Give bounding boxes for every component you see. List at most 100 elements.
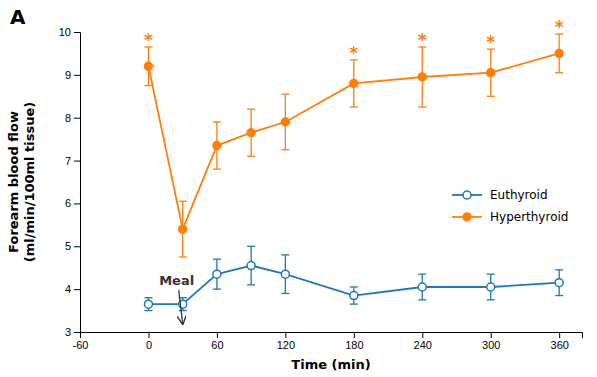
x-tick-mark bbox=[148, 332, 149, 338]
point bbox=[281, 118, 289, 126]
x-tick-mark bbox=[217, 332, 218, 338]
y-tick-label: 3 bbox=[65, 326, 71, 338]
x-axis: -60060120180240300360 bbox=[73, 332, 583, 351]
error-bar-cap bbox=[418, 273, 426, 274]
y-tick-label: 10 bbox=[59, 26, 71, 38]
legend-swatch-marker bbox=[463, 213, 471, 221]
error-bar-cap bbox=[144, 297, 152, 298]
x-tick: 180 bbox=[345, 332, 363, 351]
y-tick-label: 8 bbox=[65, 112, 71, 124]
error-bar bbox=[179, 201, 187, 257]
error-bar-cap bbox=[487, 273, 495, 274]
y-axis-title-line: Forearm blood flow bbox=[6, 111, 21, 253]
x-tick: 240 bbox=[414, 332, 432, 351]
y-axis: 345678910 bbox=[59, 26, 81, 338]
x-tick-label: 60 bbox=[211, 339, 223, 351]
error-bar-cap bbox=[247, 156, 255, 157]
error-bar bbox=[418, 274, 426, 300]
x-tick: 60 bbox=[211, 332, 223, 351]
y-tick-mark bbox=[74, 75, 80, 76]
error-bar-cap bbox=[418, 299, 426, 300]
error-bar-cap bbox=[179, 256, 187, 257]
point bbox=[555, 49, 563, 57]
x-tick: 0 bbox=[146, 332, 152, 351]
error-bar-cap bbox=[247, 246, 255, 247]
error-bar-cap bbox=[281, 254, 289, 255]
point bbox=[247, 262, 255, 270]
y-tick-mark bbox=[74, 161, 80, 162]
legend-swatch-marker bbox=[463, 191, 471, 199]
y-tick: 4 bbox=[65, 283, 80, 295]
legend-item: Euthyroid bbox=[452, 188, 548, 202]
y-tick-mark bbox=[74, 289, 80, 290]
error-bar bbox=[487, 274, 495, 300]
y-tick-mark bbox=[74, 32, 80, 33]
error-bar-cap bbox=[350, 106, 358, 107]
point bbox=[213, 142, 221, 150]
annotations: Meal***** bbox=[144, 17, 564, 324]
chart: -60060120180240300360345678910Meal*****E… bbox=[0, 0, 597, 377]
y-tick: 3 bbox=[65, 326, 80, 338]
point bbox=[555, 279, 563, 287]
error-bar-cap bbox=[213, 258, 221, 259]
error-bar-cap bbox=[350, 286, 358, 287]
legend-label: Euthyroid bbox=[490, 188, 548, 202]
error-bar-cap bbox=[555, 295, 563, 296]
error-bar-cap bbox=[281, 93, 289, 94]
error-bar bbox=[350, 60, 358, 107]
y-axis-line bbox=[74, 33, 81, 333]
significance-mark: * bbox=[144, 30, 153, 50]
error-bar-cap bbox=[487, 96, 495, 97]
error-bar-cap bbox=[247, 284, 255, 285]
series-line bbox=[148, 53, 559, 229]
error-bar-cap bbox=[179, 201, 187, 202]
x-tick: -60 bbox=[73, 332, 89, 351]
error-bar-cap bbox=[213, 168, 221, 169]
y-tick: 5 bbox=[65, 240, 80, 252]
error-bar-cap bbox=[281, 293, 289, 294]
error-bar-cap bbox=[179, 310, 187, 311]
point bbox=[418, 283, 426, 291]
significance-mark: * bbox=[486, 32, 495, 52]
significance-mark: * bbox=[555, 17, 564, 37]
x-tick: 120 bbox=[277, 332, 295, 351]
error-bar bbox=[487, 49, 495, 96]
point bbox=[418, 73, 426, 81]
point bbox=[487, 283, 495, 291]
series-line bbox=[148, 266, 559, 305]
x-axis-title: Time (min) bbox=[291, 357, 370, 372]
legend-label: Hyperthyroid bbox=[490, 210, 568, 224]
error-bar-cap bbox=[213, 288, 221, 289]
y-tick-mark bbox=[74, 332, 80, 333]
error-bar bbox=[350, 287, 358, 304]
point bbox=[350, 79, 358, 87]
x-tick-mark bbox=[491, 332, 492, 338]
x-tick: 300 bbox=[482, 332, 500, 351]
y-tick-mark bbox=[74, 203, 80, 204]
error-bar-cap bbox=[281, 149, 289, 150]
error-bar bbox=[281, 94, 289, 150]
error-bar-cap bbox=[487, 299, 495, 300]
x-tick-mark bbox=[422, 332, 423, 338]
point bbox=[487, 69, 495, 77]
error-bar-cap bbox=[213, 121, 221, 122]
legend: Euthyroid Hyperthyroid bbox=[452, 188, 568, 224]
y-tick-label: 4 bbox=[65, 283, 71, 295]
y-tick-mark bbox=[74, 246, 80, 247]
point bbox=[179, 225, 187, 233]
point bbox=[350, 292, 358, 300]
y-tick-label: 5 bbox=[65, 240, 71, 252]
x-tick-label: 240 bbox=[414, 339, 432, 351]
error-bar bbox=[555, 270, 563, 296]
series bbox=[144, 246, 563, 310]
y-axis-title: Forearm blood flow(ml/min/100ml tissue) bbox=[6, 102, 37, 263]
x-axis-line bbox=[81, 333, 583, 339]
error-bar bbox=[247, 109, 255, 156]
point bbox=[281, 270, 289, 278]
annotation-text: Meal bbox=[159, 273, 194, 288]
plot-area: -60060120180240300360345678910Meal*****E… bbox=[59, 17, 583, 351]
error-bar bbox=[247, 246, 255, 285]
error-bar bbox=[281, 255, 289, 294]
error-bar-cap bbox=[350, 303, 358, 304]
x-tick-mark bbox=[285, 332, 286, 338]
